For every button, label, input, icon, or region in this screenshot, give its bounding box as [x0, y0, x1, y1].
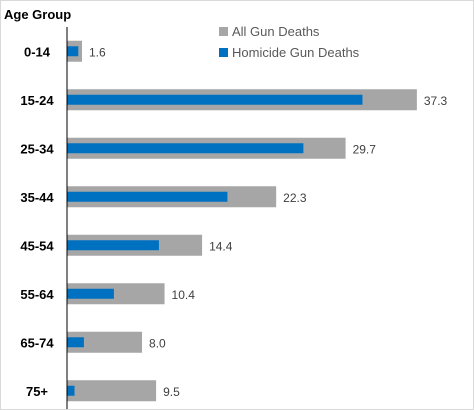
value-label-35-44: 22.3: [283, 191, 307, 205]
legend-swatch-homicide-gun-deaths: [219, 48, 228, 57]
legend-label-homicide-gun-deaths: Homicide Gun Deaths: [232, 45, 360, 60]
tick-label-0-14: 0-14: [24, 44, 51, 59]
bar-homicide-gun-deaths-75plus: [67, 385, 75, 396]
legend-label-all-gun-deaths: All Gun Deaths: [232, 24, 320, 39]
legend: All Gun Deaths Homicide Gun Deaths: [219, 24, 360, 60]
value-label-0-14: 1.6: [89, 45, 106, 59]
tick-label-65-74: 65-74: [20, 335, 54, 350]
bar-homicide-gun-deaths-55-64: [67, 288, 114, 299]
bar-homicide-gun-deaths-65-74: [67, 337, 84, 348]
tick-label-35-44: 35-44: [20, 190, 54, 205]
value-label-45-54: 14.4: [209, 239, 233, 253]
bar-homicide-gun-deaths-15-24: [67, 94, 363, 105]
tick-label-25-34: 25-34: [20, 141, 54, 156]
bar-all-gun-deaths-55-64: [67, 283, 165, 305]
value-label-75plus: 9.5: [163, 385, 180, 399]
bar-all-gun-deaths-75plus: [67, 380, 157, 402]
bar-homicide-gun-deaths-0-14: [67, 46, 79, 57]
tick-label-55-64: 55-64: [20, 287, 54, 302]
tick-label-45-54: 45-54: [20, 238, 54, 253]
tick-label-15-24: 15-24: [20, 93, 54, 108]
bar-homicide-gun-deaths-35-44: [67, 191, 228, 202]
value-label-25-34: 29.7: [353, 142, 377, 156]
value-label-65-74: 8.0: [149, 336, 166, 350]
value-label-55-64: 10.4: [172, 288, 196, 302]
legend-swatch-all-gun-deaths: [219, 27, 228, 36]
tick-label-75plus: 75+: [26, 384, 48, 399]
y-axis-title: Age Group: [4, 7, 71, 22]
bar-homicide-gun-deaths-25-34: [67, 143, 304, 154]
value-label-15-24: 37.3: [424, 94, 448, 108]
bars-group: 1.6 37.3 29.7 22.3 14.4 10.4 8.0 9.5: [67, 40, 448, 402]
bar-homicide-gun-deaths-45-54: [67, 240, 159, 251]
bar-all-gun-deaths-65-74: [67, 331, 143, 353]
